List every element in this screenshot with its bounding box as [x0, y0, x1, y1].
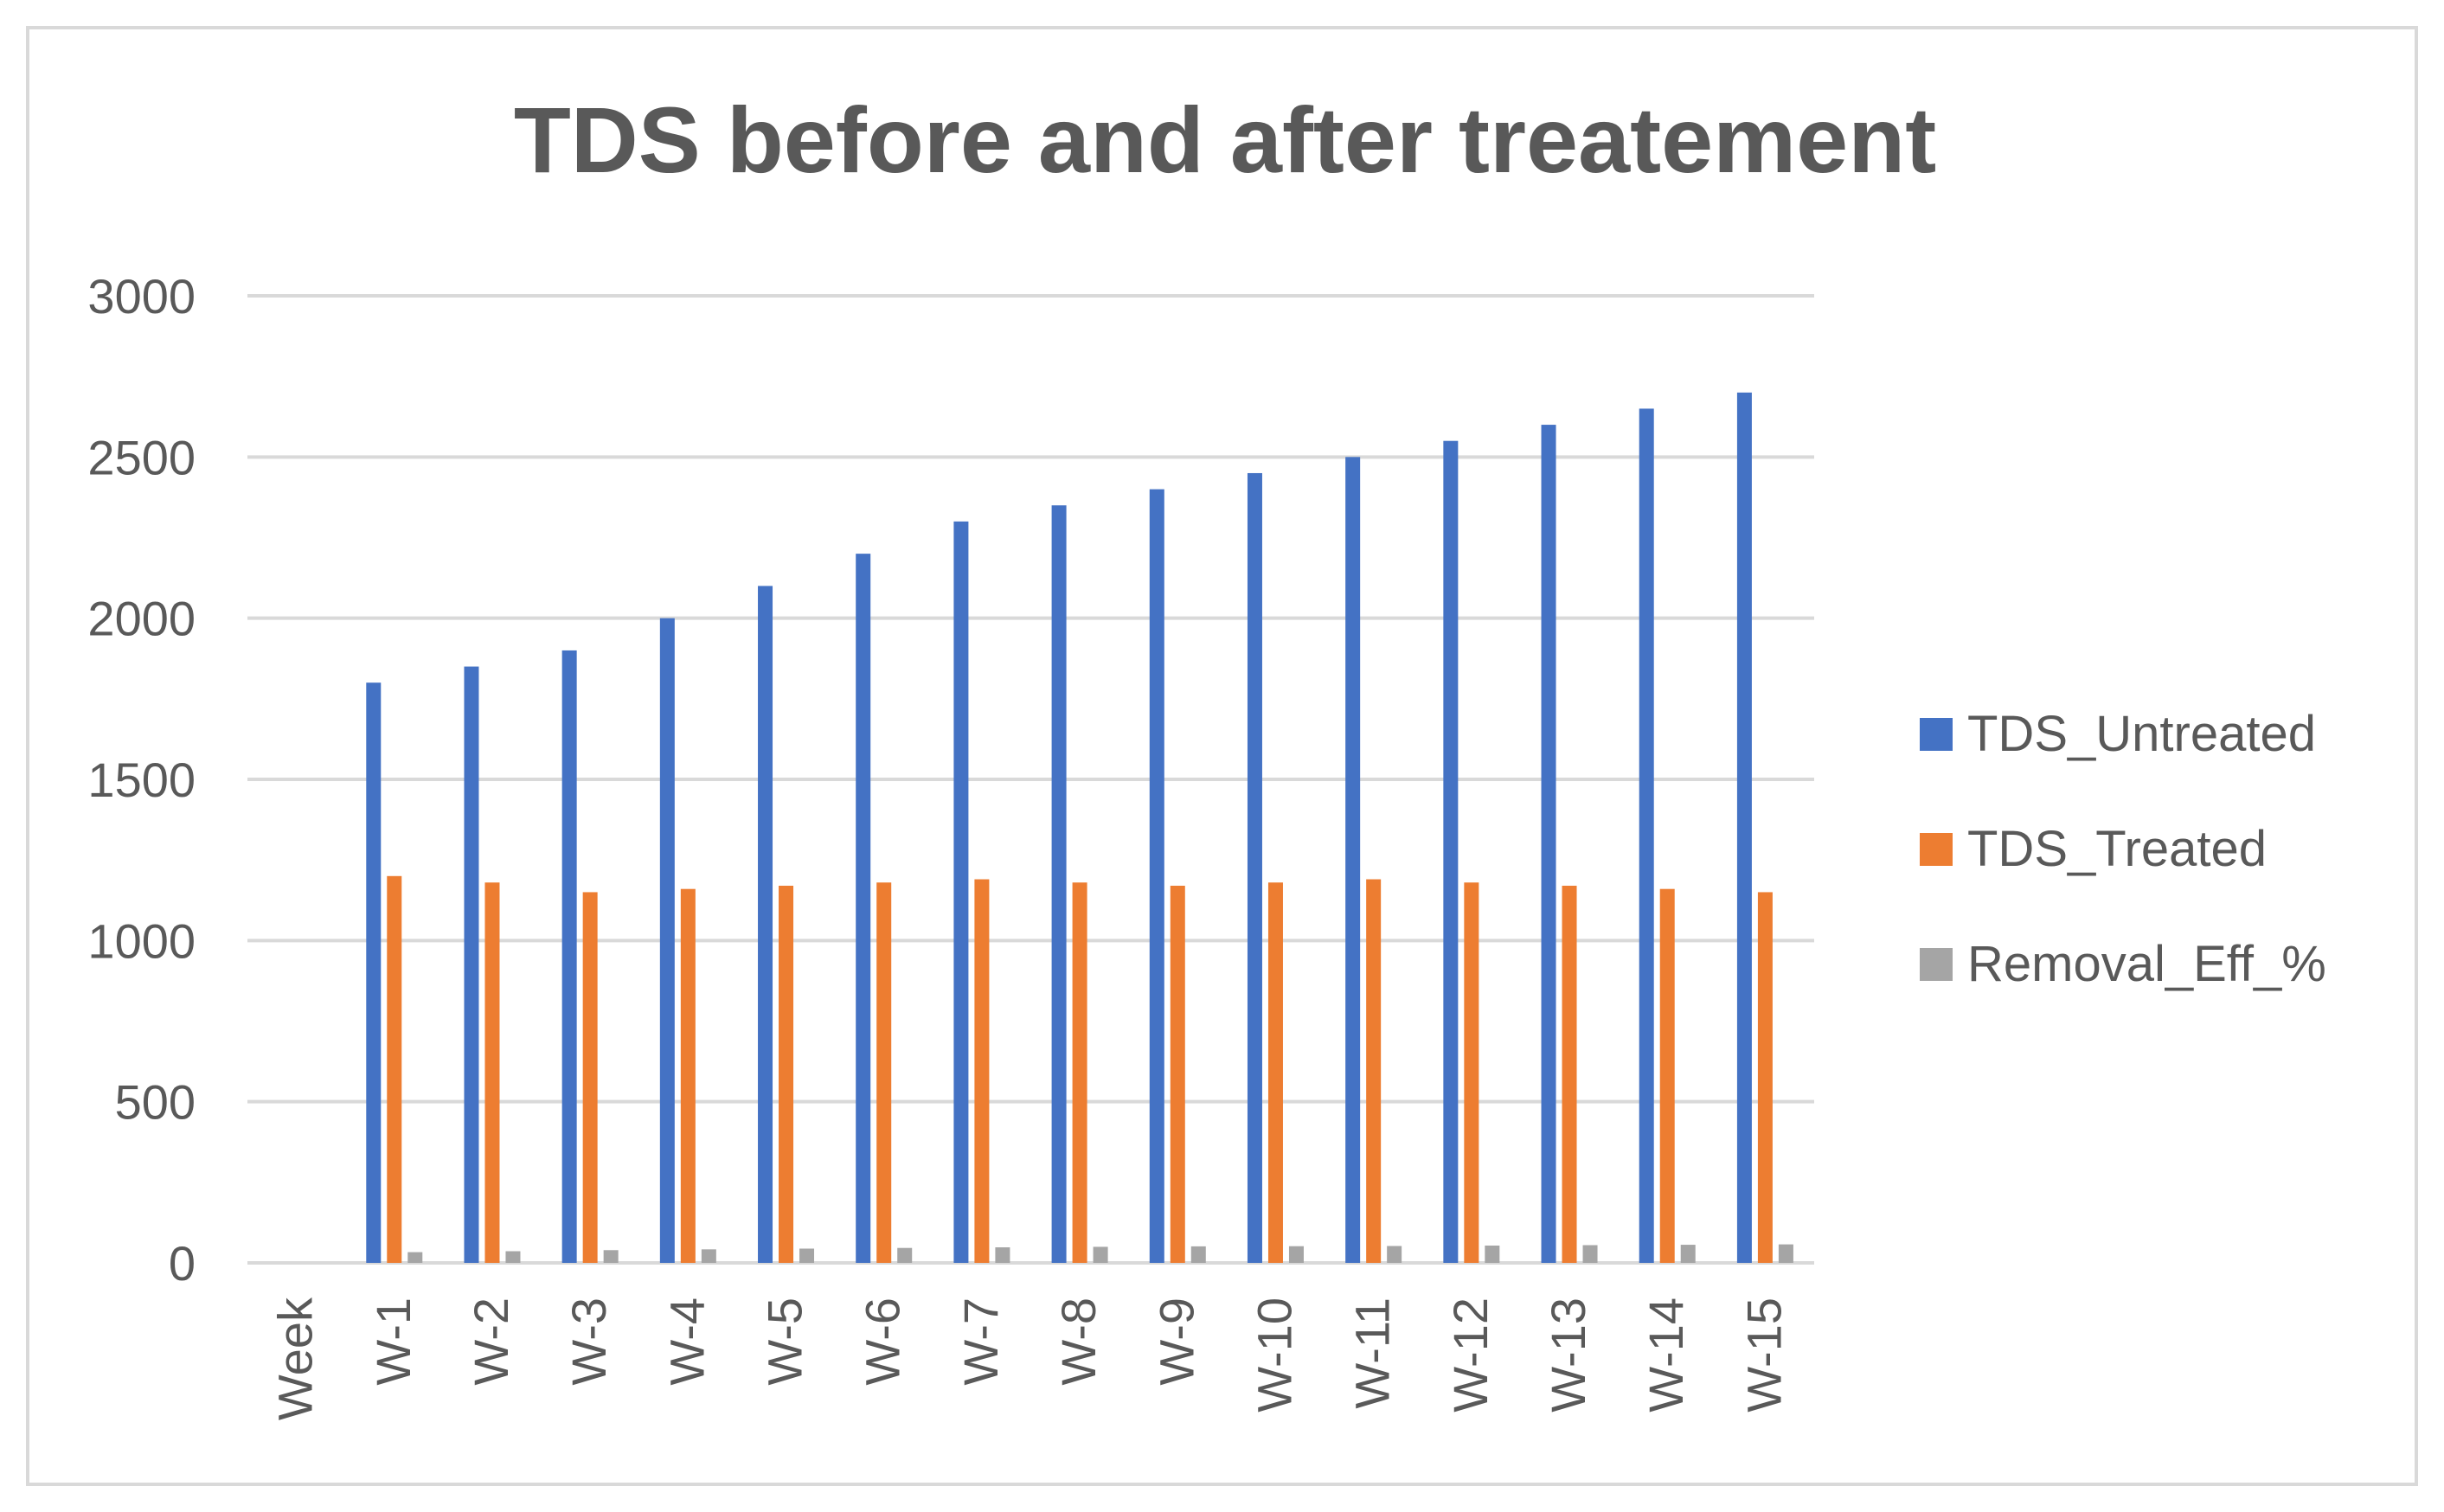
- gridlines: [247, 294, 1814, 1265]
- bar-removal-eff--w-10: [1288, 1246, 1304, 1263]
- x-tick-label: W-2: [464, 1297, 518, 1386]
- bar-tds-treated-w-6: [876, 882, 892, 1263]
- bar-tds-treated-w-1: [387, 875, 402, 1263]
- x-tick-label: W-9: [1149, 1297, 1203, 1386]
- bar-tds-untreated-w-9: [1149, 489, 1164, 1263]
- bar-tds-untreated-w-10: [1247, 472, 1262, 1263]
- bar-tds-treated-w-5: [779, 885, 794, 1263]
- x-tick-label: W-6: [856, 1297, 910, 1386]
- bar-removal-eff--w-11: [1387, 1246, 1402, 1263]
- legend-label: TDS_Untreated: [1967, 706, 2316, 762]
- bar-tds-treated-w-2: [484, 882, 500, 1263]
- x-tick-label: W-7: [953, 1297, 1008, 1386]
- bar-tds-untreated-w-11: [1345, 457, 1361, 1263]
- legend-swatch: [1920, 718, 1953, 751]
- bar-removal-eff--w-9: [1190, 1246, 1206, 1263]
- y-tick-label: 0: [169, 1236, 196, 1291]
- bar-removal-eff--w-4: [701, 1249, 716, 1263]
- y-tick-label: 500: [115, 1075, 196, 1130]
- y-tick-label: 1000: [87, 913, 196, 968]
- bar-removal-eff--w-15: [1778, 1244, 1793, 1263]
- bar-tds-treated-w-14: [1659, 888, 1675, 1263]
- x-tick-label: W-13: [1541, 1297, 1595, 1413]
- bar-tds-treated-w-11: [1366, 879, 1382, 1263]
- chart-area: TDS before and after treatement 0 500 1000…: [26, 26, 2418, 1486]
- y-tick-label: 1500: [87, 753, 196, 807]
- bar-tds-treated-w-7: [974, 879, 990, 1263]
- bar-chart: TDS before and after treatement 0 500 1000…: [87, 87, 2326, 1420]
- bar-removal-eff--w-5: [799, 1248, 815, 1263]
- legend-swatch: [1920, 948, 1953, 981]
- x-axis: Week W-1 W-2 W-3 W-4 W-5 W-6 W-7 W-8 W-9 W-10 W-11 W…: [268, 1297, 1792, 1420]
- bar-tds-untreated-w-3: [561, 650, 577, 1263]
- chart-title: TDS before and after treatement: [514, 87, 1936, 192]
- bar-tds-untreated-w-12: [1443, 440, 1459, 1263]
- bar-tds-untreated-w-8: [1051, 505, 1067, 1263]
- y-tick-label: 2500: [87, 430, 196, 484]
- bar-tds-untreated-w-15: [1736, 392, 1752, 1263]
- bar-tds-untreated-w-14: [1639, 408, 1654, 1263]
- bar-tds-treated-w-13: [1562, 885, 1577, 1263]
- x-tick-label: W-8: [1051, 1297, 1106, 1386]
- y-axis: 0 500 1000 1500 2000 2500 3000: [87, 269, 196, 1291]
- legend-label: Removal_Eff_%: [1967, 936, 2326, 992]
- x-tick-label: W-4: [659, 1297, 714, 1386]
- x-tick-label: W-1: [366, 1297, 420, 1386]
- bar-tds-treated-w-3: [582, 892, 598, 1263]
- bar-removal-eff--w-6: [897, 1247, 913, 1263]
- legend-swatch: [1920, 833, 1953, 866]
- x-tick-label: W-3: [561, 1297, 616, 1386]
- bar-tds-treated-w-10: [1267, 882, 1283, 1263]
- x-tick-label: W-5: [758, 1297, 812, 1386]
- bar-removal-eff--w-2: [505, 1251, 521, 1263]
- bar-tds-treated-w-15: [1757, 892, 1773, 1263]
- x-tick-label: W-14: [1639, 1297, 1693, 1413]
- bar-removal-eff--w-8: [1093, 1246, 1108, 1263]
- bar-removal-eff--w-7: [995, 1247, 1010, 1263]
- bars: [366, 392, 1793, 1264]
- bar-tds-treated-w-8: [1072, 882, 1087, 1263]
- bar-removal-eff--w-1: [407, 1252, 423, 1263]
- x-tick-label: W-10: [1247, 1297, 1301, 1413]
- x-tick-label: W-11: [1345, 1297, 1400, 1409]
- y-tick-label: 3000: [87, 269, 196, 324]
- legend: TDS_Untreated TDS_Treated Removal_Eff_%: [1920, 706, 2326, 992]
- bar-tds-untreated-w-2: [464, 666, 479, 1263]
- bar-removal-eff--w-3: [603, 1250, 619, 1263]
- bar-tds-treated-w-4: [680, 888, 696, 1263]
- bar-removal-eff--w-14: [1680, 1245, 1696, 1263]
- bar-tds-untreated-w-13: [1541, 425, 1556, 1264]
- bar-removal-eff--w-12: [1485, 1245, 1500, 1263]
- x-tick-label: W-15: [1736, 1297, 1791, 1413]
- bar-tds-untreated-w-5: [758, 586, 773, 1263]
- bar-tds-treated-w-12: [1464, 882, 1479, 1263]
- bar-tds-untreated-w-1: [366, 682, 382, 1263]
- bar-tds-untreated-w-7: [953, 521, 969, 1263]
- bar-tds-untreated-w-6: [856, 554, 871, 1263]
- legend-label: TDS_Treated: [1967, 821, 2267, 877]
- x-tick-label: Week: [268, 1297, 323, 1420]
- bar-tds-treated-w-9: [1170, 885, 1185, 1263]
- x-tick-label: W-12: [1443, 1297, 1498, 1413]
- bar-removal-eff--w-13: [1582, 1245, 1598, 1263]
- y-tick-label: 2000: [87, 592, 196, 646]
- bar-tds-untreated-w-4: [659, 618, 675, 1263]
